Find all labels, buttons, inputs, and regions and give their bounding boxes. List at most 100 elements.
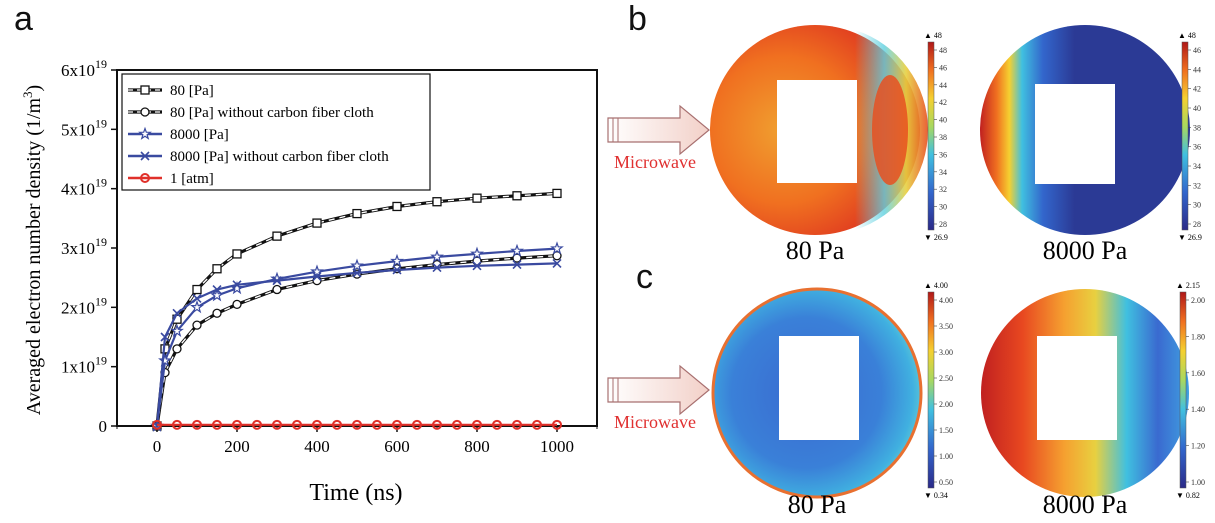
y-tick-label: 6x1019 — [61, 57, 107, 80]
colorbar-tick-label: 30 — [1193, 201, 1201, 210]
colorbar-tick-label: 40 — [1193, 104, 1201, 113]
colorbar-tick-label: 4.00 — [939, 296, 953, 305]
legend-item-1: 80 [Pa] without carbon fiber cloth — [128, 105, 374, 121]
electron-density-chart: 0 200 400 600 800 1000 0 1x1019 2x1019 3x1019 4x10… — [20, 57, 598, 506]
legend-label: 80 [Pa] without carbon fiber cloth — [170, 105, 374, 121]
data-point — [512, 419, 522, 430]
field-map-c-8000pa — [981, 289, 1189, 497]
data-point — [510, 243, 524, 257]
colorbar-tick-label: 1.40 — [1191, 405, 1205, 414]
colorbar-tick-label: 1.20 — [1191, 442, 1205, 451]
series-line-4 — [152, 419, 562, 430]
microwave-arrow-b — [607, 104, 710, 156]
series-line-3 — [152, 258, 562, 431]
colorbar-tick-label: 3.50 — [939, 322, 953, 331]
colorbar-tick-label: 28 — [939, 220, 947, 229]
data-point — [272, 284, 282, 295]
data-point — [312, 271, 322, 282]
colorbar-tick-label: 32 — [1193, 181, 1201, 190]
data-point — [430, 249, 444, 263]
colorbar-tick-label: 2.50 — [939, 374, 953, 383]
legend-label: 80 [Pa] — [170, 83, 214, 99]
data-point — [140, 107, 150, 117]
colorbar-tick-label: 2.00 — [1191, 296, 1205, 305]
data-point — [472, 193, 482, 203]
panel-label-b: b — [628, 0, 647, 38]
data-point — [352, 268, 362, 278]
data-point — [372, 419, 382, 430]
data-point — [170, 323, 184, 337]
data-point — [152, 419, 162, 430]
y-tick-label: 2x1019 — [61, 294, 107, 317]
colorbar-gradient — [927, 41, 935, 231]
data-point — [140, 173, 150, 183]
series-line-1 — [152, 251, 562, 431]
data-point — [312, 419, 322, 430]
microwave-label-c: Microwave — [614, 412, 696, 432]
colorbar-max-label: ▲ 48 — [924, 31, 942, 40]
colorbar-tick-label: 44 — [939, 81, 947, 90]
legend-item-4: 1 [atm] — [128, 171, 214, 187]
colorbar-c-right: ▲ 2.15 ▼ 0.82 2.00 1.80 1.60 1.40 1.20 1.00 — [1176, 281, 1205, 500]
data-point — [140, 151, 150, 161]
colorbar-tick-label: 28 — [1193, 220, 1201, 229]
field-map-b-8000pa — [980, 25, 1190, 235]
data-point — [138, 126, 152, 140]
data-point — [232, 280, 242, 290]
colorbar-tick-label: 48 — [939, 46, 947, 55]
series-path — [155, 262, 558, 427]
colorbar-c-left: ▲ 4.00 ▼ 0.34 4.00 3.50 3.00 2.50 2.00 1.50 1.00… — [924, 281, 953, 500]
data-point — [190, 299, 204, 314]
data-point — [512, 260, 522, 270]
y-axis-label: Averaged electron number density (1/m3) — [20, 85, 45, 415]
map-label-c-right: 8000 Pa — [1043, 490, 1128, 519]
y-tick-label: 4x1019 — [61, 176, 107, 199]
series-line-0 — [152, 188, 562, 431]
data-point — [192, 320, 202, 330]
colorbar-b-right: ▲ 48 ▼ 26.9 46 44 42 40 38 36 34 32 30 28 — [1178, 31, 1202, 242]
data-point — [552, 251, 562, 261]
map-label-b-right: 8000 Pa — [1043, 236, 1128, 265]
colorbar-tick-label: 1.60 — [1191, 369, 1205, 378]
data-point — [160, 332, 170, 342]
map-label-b-left: 80 Pa — [786, 236, 845, 265]
data-point — [532, 419, 542, 430]
microwave-label-b: Microwave — [614, 152, 696, 172]
field-map-c-80pa — [711, 287, 923, 499]
data-point — [492, 419, 502, 430]
data-point — [352, 419, 362, 430]
data-point — [272, 231, 282, 241]
field-map-b-80pa — [710, 25, 928, 235]
data-point — [452, 419, 462, 430]
colorbar-tick-label: 46 — [1193, 46, 1201, 55]
colorbar-tick-label: 46 — [939, 63, 947, 72]
data-point — [212, 264, 222, 274]
x-axis-label: Time (ns) — [309, 480, 402, 506]
data-point — [552, 419, 562, 430]
data-point — [172, 308, 182, 318]
colorbar-min-label: ▼ 26.9 — [924, 233, 948, 242]
x-tick-label: 600 — [384, 437, 410, 456]
colorbar-b-left: ▲ 48 ▼ 26.9 48 46 44 42 40 38 36 34 32 30 28 — [924, 31, 948, 242]
data-point — [212, 308, 222, 318]
data-point — [412, 419, 422, 430]
data-point — [550, 241, 564, 255]
data-point — [332, 419, 342, 430]
data-point — [432, 263, 442, 273]
y-tick-label: 0 — [99, 417, 108, 436]
data-point — [292, 419, 302, 430]
legend-label: 8000 [Pa] without carbon fiber cloth — [170, 149, 389, 165]
colorbar-tick-label: 42 — [1193, 85, 1201, 94]
axes: 0 200 400 600 800 1000 0 1x1019 2x1019 3x1019 4x10… — [61, 57, 598, 456]
colorbar-tick-label: 38 — [939, 133, 947, 142]
data-point — [392, 419, 402, 430]
data-point — [390, 253, 404, 267]
colorbar-tick-label: 1.00 — [939, 452, 953, 461]
colorbar-min-label: ▼ 0.82 — [1176, 491, 1200, 500]
colorbar-gradient — [927, 291, 935, 489]
data-point — [472, 261, 482, 271]
colorbar-tick-label: 0.50 — [939, 478, 953, 487]
colorbar-tick-label: 40 — [939, 116, 947, 125]
colorbar-gradient — [1181, 41, 1189, 231]
x-tick-label: 200 — [224, 437, 250, 456]
